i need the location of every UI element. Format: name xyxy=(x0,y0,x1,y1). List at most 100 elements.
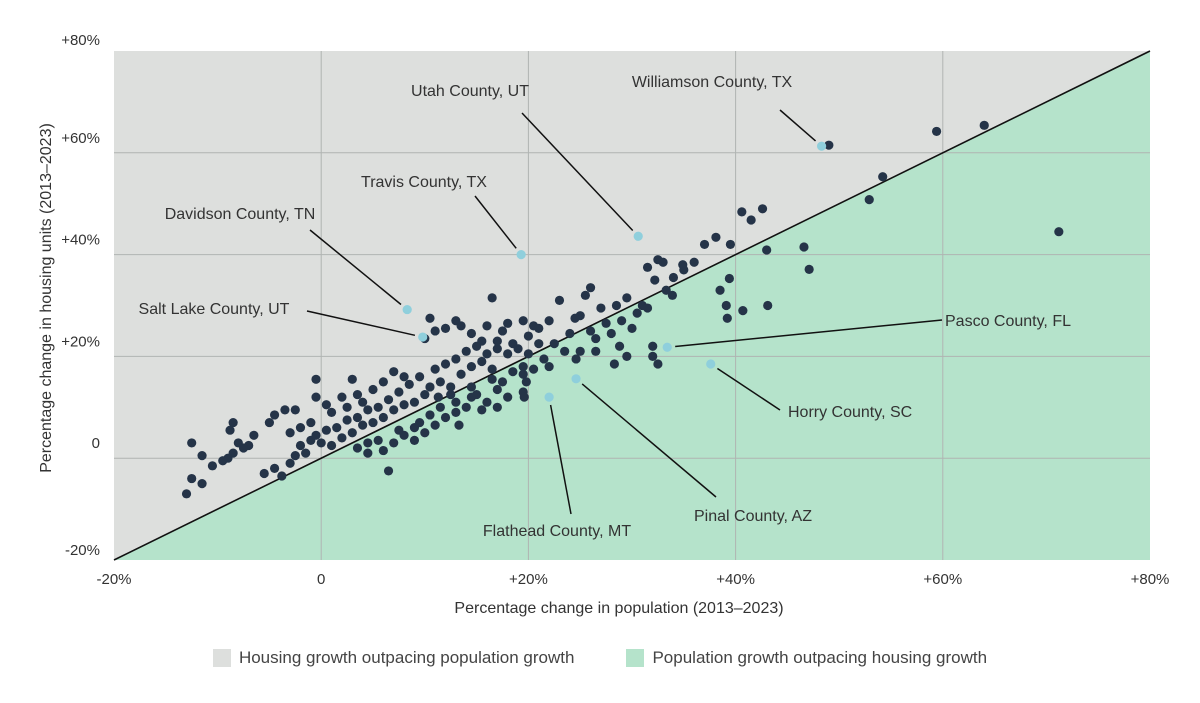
data-point xyxy=(425,313,435,323)
data-point xyxy=(373,435,383,445)
data-point xyxy=(415,417,425,428)
data-point xyxy=(321,425,331,435)
data-point xyxy=(762,245,772,255)
data-point xyxy=(290,405,300,415)
data-point xyxy=(560,346,570,356)
data-point xyxy=(614,341,625,351)
x-tick-label: +60% xyxy=(923,571,962,588)
data-point xyxy=(378,412,388,423)
data-point xyxy=(420,389,430,400)
data-point xyxy=(363,448,373,458)
data-point xyxy=(352,389,363,400)
data-point xyxy=(446,389,456,400)
data-point xyxy=(277,471,287,481)
data-point xyxy=(290,451,300,461)
data-point xyxy=(461,402,471,412)
data-point xyxy=(435,402,445,412)
data-point xyxy=(678,260,688,270)
data-point xyxy=(721,300,731,311)
data-point xyxy=(451,397,461,407)
data-point xyxy=(523,349,534,359)
equal-growth-line xyxy=(113,50,1151,561)
data-point xyxy=(332,423,342,433)
data-point xyxy=(461,346,471,356)
data-point xyxy=(440,359,451,369)
callout-leader-line xyxy=(675,319,943,348)
data-point xyxy=(648,351,658,361)
data-point xyxy=(404,379,414,389)
data-point xyxy=(249,430,259,440)
y-tick-label: +80% xyxy=(61,32,100,49)
data-point xyxy=(466,361,477,372)
data-point xyxy=(482,349,492,359)
data-point xyxy=(746,215,756,225)
legend: Housing growth outpacing population grow… xyxy=(0,648,1200,668)
x-axis-title: Percentage change in population (2013–20… xyxy=(454,600,783,617)
callout-label: Davidson County, TN xyxy=(165,206,316,223)
data-point xyxy=(609,359,619,369)
callout-leader-line xyxy=(581,383,717,498)
data-point xyxy=(311,374,321,384)
data-point xyxy=(979,120,989,130)
data-point xyxy=(301,448,311,458)
data-point xyxy=(632,308,642,318)
data-point xyxy=(337,433,347,443)
data-point xyxy=(394,387,404,397)
highlighted-point xyxy=(402,304,412,315)
data-point xyxy=(650,275,660,285)
callout-leader-line xyxy=(549,404,572,515)
x-tick-label: -20% xyxy=(96,571,131,588)
data-point xyxy=(197,479,207,489)
data-point xyxy=(378,445,388,456)
data-point xyxy=(503,349,513,359)
data-point xyxy=(430,326,440,336)
data-point xyxy=(311,430,321,440)
data-point xyxy=(440,323,451,334)
data-point xyxy=(454,420,464,430)
data-point xyxy=(497,326,508,336)
data-point xyxy=(233,438,243,448)
data-point xyxy=(259,468,269,479)
data-point xyxy=(225,425,235,435)
data-point xyxy=(197,451,207,461)
callout-leader-line xyxy=(779,109,817,142)
data-point xyxy=(617,316,627,326)
data-point xyxy=(181,489,192,499)
data-point xyxy=(295,423,306,433)
data-point xyxy=(358,397,368,407)
data-point xyxy=(466,328,477,339)
highlighted-point xyxy=(633,231,643,241)
legend-label-population: Population growth outpacing housing grow… xyxy=(652,648,988,667)
data-point xyxy=(472,389,482,400)
data-point xyxy=(653,255,663,265)
data-point xyxy=(611,300,622,311)
data-point xyxy=(591,333,601,344)
data-point xyxy=(311,392,321,402)
data-point xyxy=(394,425,404,435)
data-point xyxy=(347,428,357,438)
data-point xyxy=(326,440,337,451)
data-point xyxy=(435,377,445,387)
data-point xyxy=(295,440,306,451)
data-point xyxy=(523,331,534,341)
data-point xyxy=(409,397,420,407)
data-point xyxy=(622,351,632,361)
data-point xyxy=(430,420,440,430)
data-point xyxy=(487,364,497,374)
data-point xyxy=(228,417,238,428)
data-point xyxy=(492,336,502,346)
data-point xyxy=(316,438,326,448)
data-point xyxy=(492,402,502,412)
data-point xyxy=(352,412,363,423)
data-points xyxy=(181,120,1064,499)
data-point xyxy=(269,463,280,473)
data-point xyxy=(575,346,585,356)
y-tick-label: -20% xyxy=(65,542,100,559)
data-point xyxy=(342,402,352,412)
data-point xyxy=(571,354,581,364)
data-point xyxy=(440,412,451,423)
callouts: Williamson County, TX Utah County, UT Trav… xyxy=(139,74,1072,540)
callout-label: Pinal County, AZ xyxy=(694,508,812,525)
data-point xyxy=(824,140,834,150)
data-point xyxy=(389,367,399,377)
